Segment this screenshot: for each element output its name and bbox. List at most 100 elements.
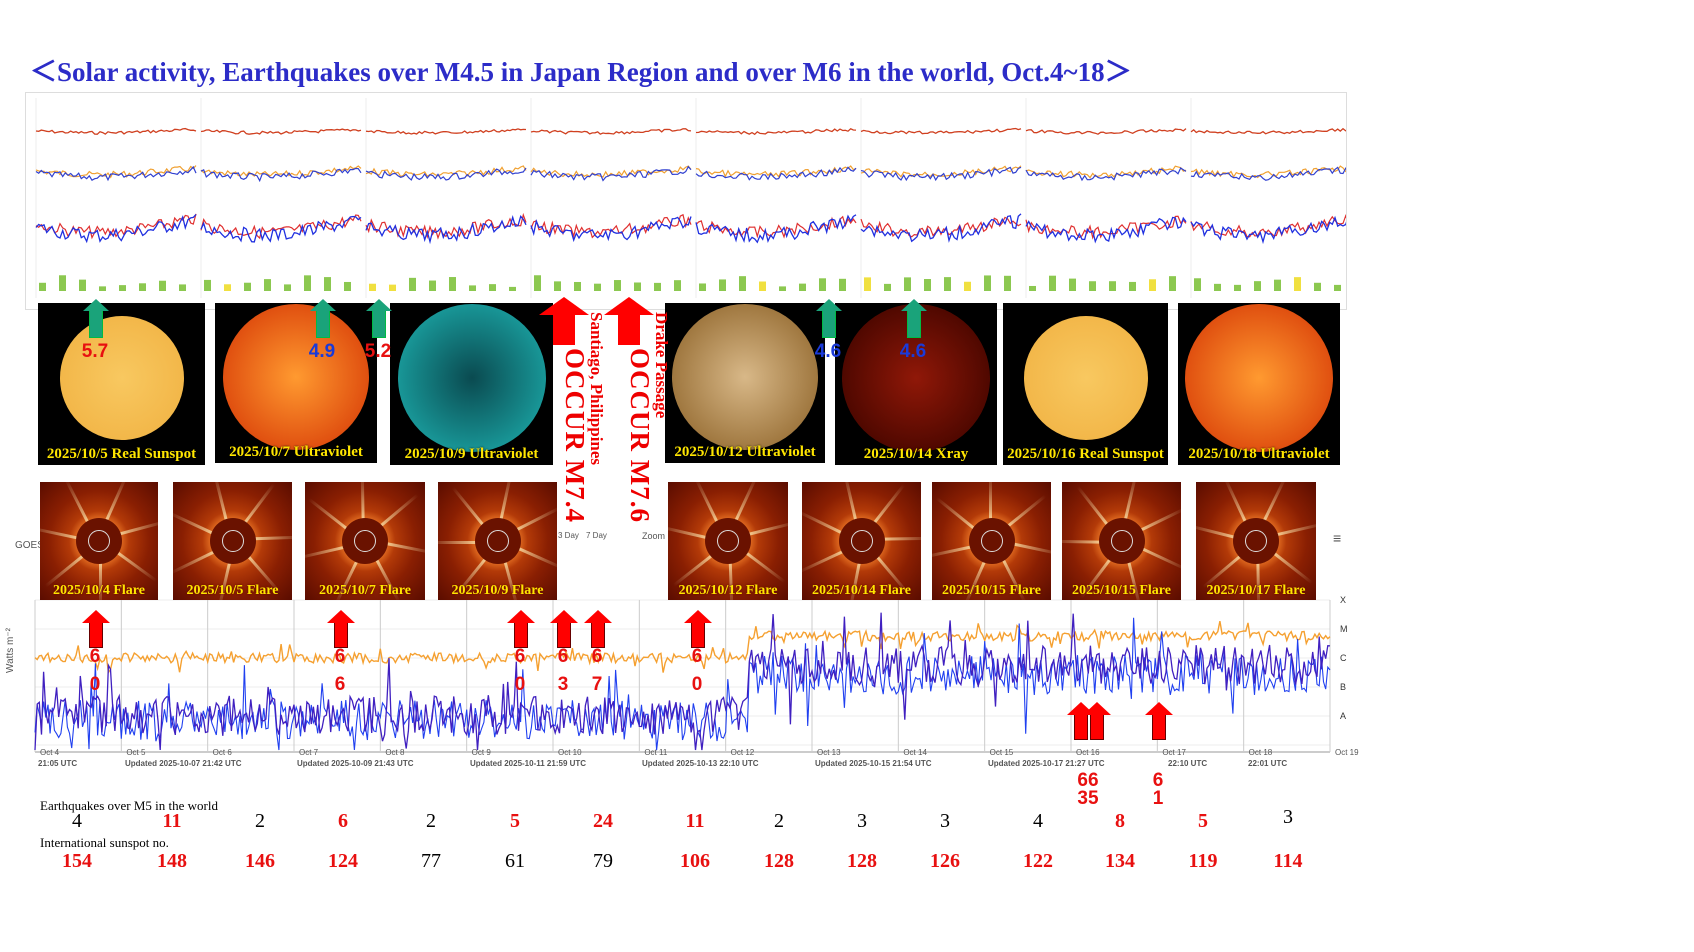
kp-bar — [1314, 282, 1321, 291]
world-quake-magnitude: 1 — [1152, 788, 1164, 809]
flare-image-label: 2025/10/5 Flare — [186, 583, 279, 598]
electron-flux-line-2 — [1190, 166, 1346, 181]
kp-bar — [1234, 284, 1241, 291]
updated-label: Updated 2025-10-15 21:54 UTC — [815, 759, 932, 768]
earthquake-count: 3 — [1283, 806, 1293, 828]
magnetometer-line-2 — [530, 216, 692, 243]
earthquake-count: 6 — [338, 810, 348, 832]
earthquake-count: 5 — [510, 810, 520, 832]
kp-bar — [409, 277, 416, 291]
sunspot-number: 77 — [421, 850, 441, 872]
sun-image-label: 2025/10/7 Ultraviolet — [229, 444, 363, 460]
proton-flux-line — [860, 127, 1022, 135]
up-arrow-icon — [901, 299, 927, 338]
kp-bar — [534, 275, 541, 291]
sunspot-number: 154 — [62, 850, 92, 872]
date-tick-label: Oct 6 — [212, 748, 232, 757]
sun-image-label: 2025/10/14 Xray — [863, 446, 969, 462]
sun-outline — [221, 530, 244, 552]
earthquake-count: 2 — [426, 810, 436, 832]
kp-bar — [719, 279, 726, 291]
sunspot-number: 148 — [157, 850, 187, 872]
magnetometer-line-1 — [860, 216, 1022, 238]
kp-bar — [594, 283, 601, 291]
space-weather-panel — [25, 92, 1347, 310]
sunspot-number: 79 — [593, 850, 613, 872]
kp-bar — [574, 281, 581, 291]
kp-bar — [739, 276, 746, 291]
world-quake-magnitude: 66 — [1077, 770, 1099, 791]
up-arrow-icon — [816, 299, 842, 338]
sunspot-number: 128 — [847, 850, 877, 872]
coronagraph-image: 2025/10/12 Flare — [668, 482, 788, 600]
kp-bar — [1004, 275, 1011, 291]
kp-bar — [924, 279, 931, 291]
earthquake-count: 4 — [1033, 810, 1043, 832]
kp-bar — [674, 280, 681, 291]
menu-icon: ≡ — [1333, 530, 1342, 546]
updated-label: 22:01 UTC — [1248, 759, 1288, 768]
earthquake-count: 3 — [940, 810, 950, 832]
electron-flux-line-2 — [530, 165, 692, 182]
sunspot-number: 122 — [1023, 850, 1053, 872]
date-tick-label: Oct 11 — [644, 748, 668, 757]
big-up-arrow-icon — [539, 297, 589, 345]
earthquake-count: 3 — [857, 810, 867, 832]
goes-label: GOES — [15, 540, 44, 551]
world-quake-magnitude: 6 — [334, 646, 346, 667]
date-tick-label: Oct 7 — [299, 748, 319, 757]
japan-quake-magnitude: 4.6 — [814, 341, 842, 362]
sun-image-label: 2025/10/9 Ultraviolet — [404, 446, 539, 462]
world-quake-magnitude: 0 — [514, 674, 526, 695]
sun-image: 2025/10/18 Ultraviolet — [1178, 303, 1340, 465]
world-quake-magnitude: 3 — [557, 674, 569, 695]
kp-bar — [1089, 281, 1096, 291]
electron-flux-line-1 — [200, 165, 362, 177]
kp-bar — [759, 281, 766, 291]
electron-flux-line-2 — [695, 166, 857, 181]
kp-bar — [984, 275, 991, 291]
magnetometer-line-2 — [35, 213, 197, 244]
range-button: 7 Day — [586, 531, 607, 540]
kp-bar — [204, 279, 211, 291]
kp-bar — [884, 283, 891, 291]
kp-bar — [1194, 278, 1201, 291]
japan-quake-magnitude: 5.2 — [364, 341, 392, 362]
goes-xray-flux-chart — [34, 599, 1331, 753]
sun-outline — [850, 530, 873, 552]
updated-label: Updated 2025-10-07 21:42 UTC — [125, 759, 242, 768]
up-arrow-icon — [82, 610, 110, 648]
magnetometer-line-1 — [200, 214, 362, 240]
short-wavelength-flux-line-2 — [34, 612, 1331, 751]
up-arrow-icon — [584, 610, 612, 648]
date-tick-label: Oct 4 — [40, 748, 60, 757]
date-tick-label: Oct 12 — [730, 748, 755, 757]
flare-class-label: B — [1340, 682, 1347, 692]
kp-bar — [1129, 281, 1136, 291]
kp-bar — [179, 284, 186, 291]
flare-class-label: A — [1340, 711, 1347, 721]
sunspot-number: 124 — [328, 850, 358, 872]
up-arrow-icon — [327, 610, 355, 648]
quake-occur-label: OCCUR M7.6 — [625, 348, 655, 523]
up-arrow-icon — [1067, 702, 1095, 740]
kp-bar — [944, 277, 951, 291]
date-tick-label: Oct 5 — [126, 748, 146, 757]
earthquake-count: 4 — [72, 810, 82, 832]
magnetometer-line-2 — [860, 213, 1022, 243]
kp-bar — [839, 278, 846, 291]
zoom-label: Zoom — [642, 531, 666, 541]
sunspot-number: 119 — [1188, 850, 1218, 872]
short-wavelength-flux-line-1 — [34, 617, 1331, 751]
page-title: ＜Solar activity, Earthquakes over M4.5 i… — [30, 57, 1132, 87]
sun-image-label: 2025/10/16 Real Sunspot — [1007, 446, 1164, 462]
sunspot-number: 114 — [1273, 850, 1303, 872]
earthquake-count: 5 — [1198, 810, 1208, 832]
kp-bar — [1334, 284, 1341, 291]
updated-label: Updated 2025-10-11 21:59 UTC — [470, 759, 587, 768]
kp-bar — [1029, 285, 1036, 291]
kp-bar — [489, 284, 496, 291]
kp-bar — [1109, 281, 1116, 291]
magnetometer-line-2 — [1190, 215, 1346, 245]
flare-image-label: 2025/10/14 Flare — [812, 583, 911, 598]
